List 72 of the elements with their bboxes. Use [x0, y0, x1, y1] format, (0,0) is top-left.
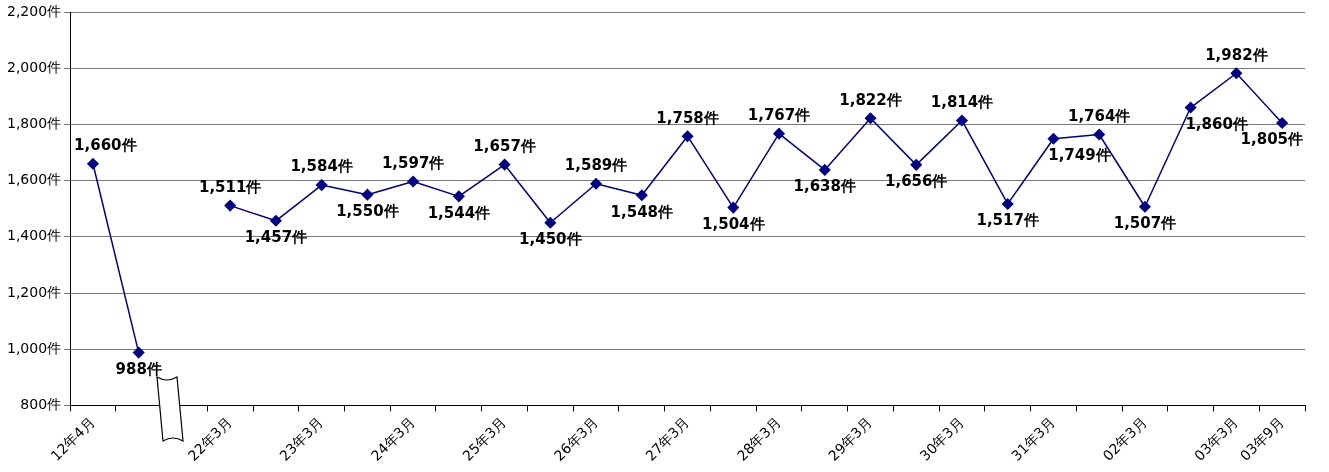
x-tick-label: 22年3月 — [184, 413, 235, 464]
point — [315, 179, 328, 191]
data-label: 1,517件 — [976, 211, 1039, 230]
y-tick-label: 2,000件 — [6, 58, 62, 75]
point — [864, 112, 877, 124]
point — [819, 164, 831, 176]
data-label: 1,656件 — [885, 172, 948, 191]
point — [1093, 128, 1105, 141]
data-label: 1,504件 — [702, 214, 765, 233]
point — [590, 177, 602, 190]
data-label: 1,511件 — [198, 178, 262, 197]
point — [1047, 132, 1060, 145]
point — [773, 127, 785, 140]
data-label: 1,749件 — [1048, 146, 1111, 165]
point — [1001, 198, 1014, 210]
data-label: 1,767件 — [747, 106, 811, 125]
point — [453, 190, 465, 203]
data-label: 1,544件 — [427, 203, 491, 222]
data-label: 1,638件 — [793, 177, 856, 196]
point — [956, 114, 968, 127]
point — [1230, 67, 1243, 80]
data-label: 1,584件 — [290, 157, 353, 176]
x-tick-label: 29年3月 — [825, 413, 876, 464]
point — [544, 217, 557, 229]
data-label: 1,805件 — [1240, 130, 1303, 149]
data-label: 1,764件 — [1067, 106, 1131, 125]
y-tick-label: 1,400件 — [6, 227, 62, 244]
x-tick-label: 26年3月 — [550, 413, 601, 464]
data-label: 1,548件 — [610, 202, 674, 221]
y-tick-label: 2,200件 — [6, 2, 62, 19]
y-tick-label: 800件 — [20, 396, 62, 413]
x-tick-label: 27年3月 — [642, 413, 693, 464]
data-label: 1,597件 — [381, 153, 445, 172]
data-label: 1,657件 — [473, 136, 536, 155]
data-label: 1,550件 — [336, 202, 399, 221]
data-label: 1,758件 — [656, 108, 719, 127]
data-label: 1,660件 — [74, 136, 137, 155]
point — [1276, 117, 1288, 129]
point — [727, 201, 740, 214]
x-tick-label: 30年3月 — [916, 413, 967, 464]
x-tick-label: 12年4月 — [47, 413, 98, 464]
x-tick-label: 23年3月 — [276, 413, 327, 464]
x-tick-label: 02年3月 — [1099, 413, 1150, 464]
data-label: 1,860件 — [1185, 114, 1248, 133]
data-label: 1,814件 — [930, 92, 994, 111]
data-label: 1,507件 — [1113, 214, 1177, 233]
point — [1184, 101, 1197, 114]
data-label: 988件 — [115, 359, 162, 378]
point — [87, 158, 99, 170]
data-label: 1,982件 — [1205, 45, 1268, 64]
data-label: 1,450件 — [519, 230, 582, 249]
x-tick-label: 24年3月 — [367, 413, 418, 464]
point — [361, 188, 374, 201]
x-tick-label: 31年3月 — [1008, 413, 1059, 464]
point — [498, 158, 511, 171]
x-tick-label: 28年3月 — [733, 413, 784, 464]
point — [681, 130, 694, 142]
y-tick-label: 1,600件 — [6, 171, 62, 188]
x-tick-label: 25年3月 — [459, 413, 510, 464]
y-tick-label: 1,200件 — [6, 283, 62, 300]
data-label: 1,457件 — [244, 228, 308, 247]
data-label: 1,589件 — [564, 156, 628, 175]
point — [636, 189, 648, 201]
point — [1139, 201, 1151, 213]
point — [407, 175, 419, 188]
point — [224, 199, 236, 212]
y-tick-label: 1,000件 — [6, 339, 62, 356]
point — [910, 159, 922, 171]
point — [270, 215, 282, 227]
data-label: 1,822件 — [839, 90, 902, 109]
point — [132, 346, 145, 359]
y-tick-label: 1,800件 — [6, 115, 62, 132]
